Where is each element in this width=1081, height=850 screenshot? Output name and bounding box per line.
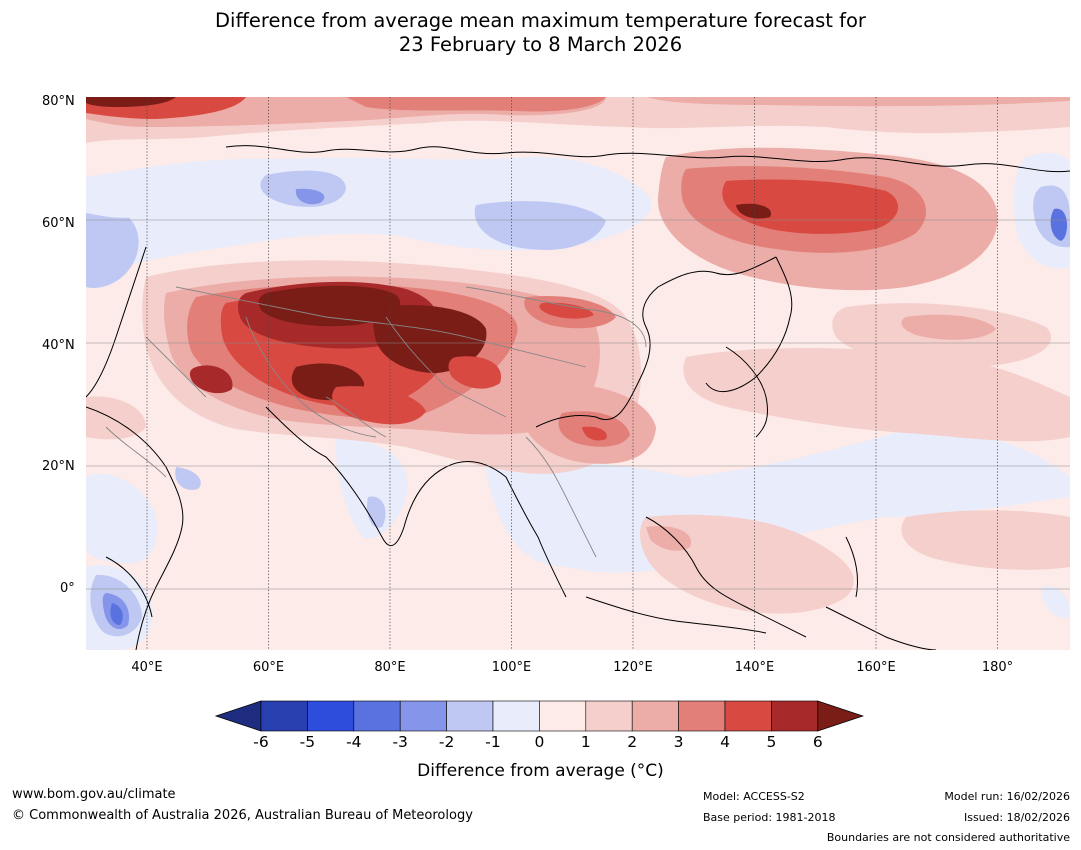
footer-base-period: Base period: 1981-2018 bbox=[703, 811, 836, 824]
colorbar-cell bbox=[771, 700, 819, 732]
colorbar-tick-label: 6 bbox=[812, 733, 823, 751]
colorbar-label: Difference from average (°C) bbox=[417, 761, 664, 781]
lon-label-160e: 160°E bbox=[856, 660, 896, 675]
colorbar-tick-label: -2 bbox=[438, 733, 455, 751]
lat-label-40n: 40°N bbox=[42, 338, 75, 353]
lon-label-120e: 120°E bbox=[613, 660, 653, 675]
country-borders bbox=[105, 286, 647, 558]
colorbar-cell bbox=[631, 700, 679, 732]
colorbar-cell bbox=[307, 700, 355, 732]
graticule bbox=[86, 97, 1070, 650]
lon-label-40e: 40°E bbox=[131, 660, 163, 675]
lon-label-180: 180° bbox=[981, 660, 1014, 675]
colorbar-cell bbox=[492, 700, 540, 732]
lon-label-140e: 140°E bbox=[734, 660, 775, 675]
colorbar-extension-high bbox=[817, 700, 865, 732]
map-title-line-1: Difference from average mean maximum tem… bbox=[215, 9, 866, 32]
colorbar-tick-label: -3 bbox=[392, 733, 408, 751]
lon-label-100e: 100°E bbox=[491, 660, 532, 675]
colorbar-extension-low bbox=[214, 700, 262, 732]
colorbar-cell bbox=[399, 700, 447, 732]
colorbar-tick-label: 2 bbox=[627, 733, 638, 751]
colorbar-cell bbox=[446, 700, 494, 732]
colorbar-cell bbox=[724, 700, 772, 732]
colorbar-tick-label: 5 bbox=[766, 733, 777, 751]
colorbar bbox=[214, 700, 865, 732]
colorbar-tick-label: -5 bbox=[299, 733, 316, 751]
lon-label-60e: 60°E bbox=[252, 660, 285, 675]
cool-area-southeast-asia bbox=[486, 427, 1070, 573]
lat-label-80n: 80°N bbox=[42, 94, 75, 109]
colorbar-cell bbox=[585, 700, 633, 732]
footer-issued: Issued: 18/02/2026 bbox=[963, 811, 1070, 824]
colorbar-tick-label: 3 bbox=[673, 733, 684, 751]
cool-area-siberia bbox=[86, 156, 652, 277]
colorbar-cell bbox=[678, 700, 726, 732]
colorbar-cell bbox=[260, 700, 308, 732]
map-title-line-2: 23 February to 8 March 2026 bbox=[398, 33, 683, 56]
colorbar-cell bbox=[353, 700, 401, 732]
lat-label-20n: 20°N bbox=[42, 459, 75, 474]
colorbar-tick-label: 4 bbox=[720, 733, 730, 751]
forecast-map bbox=[86, 97, 1070, 650]
footer-copyright: © Commonwealth of Australia 2026, Austra… bbox=[12, 808, 473, 823]
colorbar-cell bbox=[539, 700, 587, 732]
map-title: Difference from average mean maximum tem… bbox=[0, 9, 1081, 57]
lat-label-0: 0° bbox=[60, 581, 75, 596]
colorbar-tick-label: -6 bbox=[253, 733, 269, 751]
colorbar-tick-label: 0 bbox=[534, 733, 545, 751]
footer-url: www.bom.gov.au/climate bbox=[12, 787, 176, 802]
colorbar-tick-label: 1 bbox=[580, 733, 591, 751]
lon-label-80e: 80°E bbox=[374, 660, 406, 675]
colorbar-tick-label: -1 bbox=[485, 733, 501, 751]
coastlines bbox=[86, 145, 1070, 650]
warm-anomaly-areas bbox=[86, 97, 1070, 614]
colorbar-tick-label: -4 bbox=[346, 733, 362, 751]
footer-model-run: Model run: 16/02/2026 bbox=[944, 790, 1070, 803]
footer-model: Model: ACCESS-S2 bbox=[703, 790, 805, 803]
lat-label-60n: 60°N bbox=[42, 216, 75, 231]
warm-area-hotspot-peak bbox=[258, 285, 401, 327]
footer-boundaries-note: Boundaries are not considered authoritat… bbox=[826, 831, 1070, 844]
cool-anomaly-areas bbox=[86, 152, 1070, 650]
